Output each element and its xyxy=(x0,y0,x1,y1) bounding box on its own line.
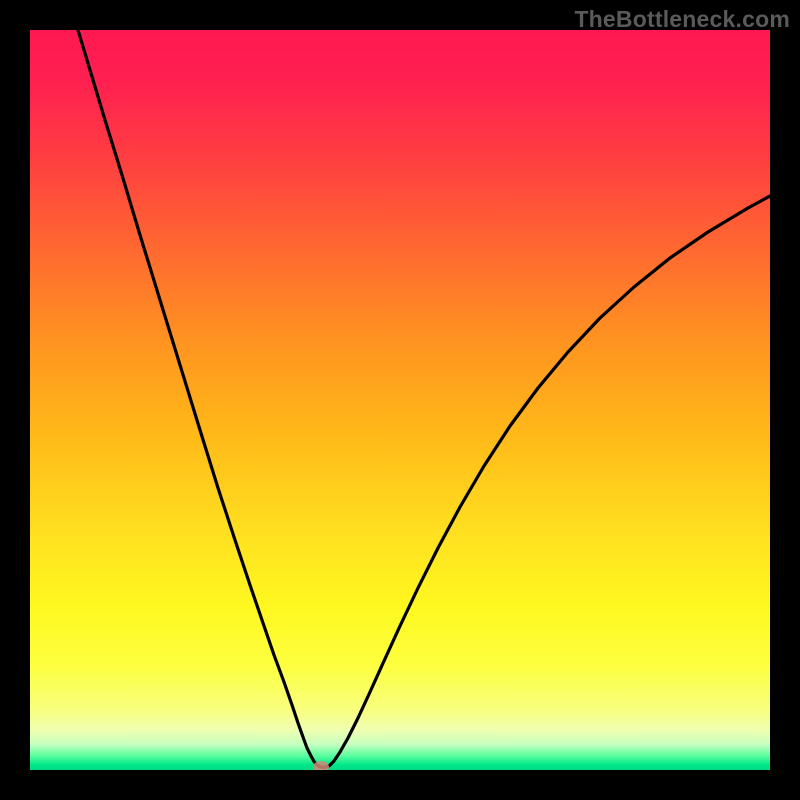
watermark-text: TheBottleneck.com xyxy=(574,6,790,33)
bottleneck-chart-svg xyxy=(30,30,770,770)
chart-frame: TheBottleneck.com xyxy=(0,0,800,800)
plot-area xyxy=(30,30,770,770)
gradient-background xyxy=(30,30,770,770)
